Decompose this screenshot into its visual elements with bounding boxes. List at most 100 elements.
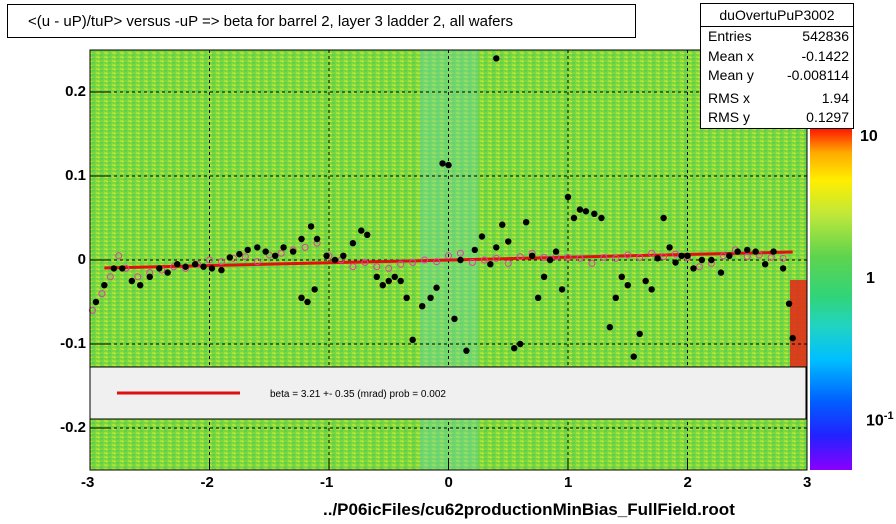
red-open-point (695, 263, 703, 271)
stats-key: RMS y (708, 109, 750, 125)
black-point (636, 330, 643, 338)
black-point (666, 244, 673, 251)
black-point (457, 256, 464, 264)
x-tick-label: 0 (444, 474, 453, 491)
red-open-point (492, 254, 500, 262)
black-point (208, 265, 216, 272)
stats-key: Mean y (708, 67, 754, 83)
black-point (200, 263, 207, 270)
black-point (298, 294, 305, 301)
red-open-point (397, 260, 405, 268)
x-tick-label: 1 (564, 474, 573, 491)
black-point (391, 273, 398, 280)
black-point (272, 252, 279, 259)
black-point (110, 265, 118, 272)
black-point (403, 294, 410, 301)
red-open-point (88, 306, 96, 314)
black-point (690, 265, 697, 272)
red-open-point (241, 253, 249, 261)
black-point (726, 252, 733, 259)
red-open-point (115, 252, 123, 260)
page-title: <(u - uP)/tuP> versus -uP => beta for ba… (28, 13, 513, 30)
black-point (678, 252, 685, 259)
red-open-point (743, 253, 751, 261)
red-open-point (600, 253, 608, 261)
black-point (558, 286, 566, 293)
colorbar (810, 125, 852, 470)
red-open-point (361, 259, 369, 267)
title-box: <(u - uP)/tuP> versus -uP => beta for ba… (7, 4, 636, 38)
red-open-point (624, 251, 632, 259)
red-open-point (373, 263, 381, 271)
red-open-point (217, 258, 225, 266)
black-point (445, 161, 452, 169)
black-point (717, 269, 725, 276)
colorbar-label: 10 (860, 128, 878, 145)
colorbar-label-exp: -1 (883, 410, 894, 422)
black-point (289, 248, 297, 255)
black-point (779, 265, 787, 272)
black-point (612, 294, 619, 301)
black-point (164, 269, 171, 276)
red-open-point (98, 290, 106, 298)
black-point (409, 336, 416, 343)
black-point (191, 261, 199, 268)
black-point (785, 300, 793, 307)
black-point (618, 273, 625, 280)
black-point (478, 233, 486, 240)
black-point (101, 282, 108, 289)
y-tick-label: -0.1 (60, 335, 86, 352)
colorbar-label: 10-1 (866, 410, 894, 430)
red-open-point (409, 259, 417, 267)
legend-text: beta = 3.21 +- 0.35 (mrad) prob = 0.002 (270, 389, 446, 400)
fit-line (104, 250, 793, 270)
black-point (397, 277, 404, 285)
stats-row: RMS y 0.1297 (701, 109, 853, 129)
black-point (598, 214, 605, 222)
black-point (672, 259, 679, 266)
x-tick-label: 3 (803, 474, 812, 491)
black-point (606, 324, 614, 331)
red-open-point (106, 273, 114, 281)
x-tick-label: -2 (200, 474, 214, 491)
black-point (552, 248, 560, 255)
black-point (624, 282, 631, 289)
axis-ticks (89, 91, 808, 470)
black-point (280, 244, 287, 251)
stats-key: Mean x (708, 48, 754, 64)
black-point (244, 246, 251, 254)
stats-row: Mean y -0.008114 (701, 67, 853, 87)
stats-value: 542836 (802, 28, 849, 44)
black-point (517, 340, 524, 348)
black-point (340, 252, 347, 259)
black-point (546, 256, 554, 264)
black-point (505, 238, 512, 245)
stats-value: -0.008114 (786, 67, 849, 83)
black-point (528, 252, 536, 259)
red-open-point (134, 273, 142, 281)
red-open-point (755, 251, 763, 259)
black-point (119, 265, 126, 272)
black-point (379, 282, 386, 289)
black-point (226, 254, 234, 261)
red-open-point (421, 256, 429, 264)
footer-filename: ../P06icFiles/cu62productionMinBias_Full… (323, 500, 735, 519)
black-point (708, 256, 715, 264)
black-point (254, 244, 261, 251)
red-open-point (588, 259, 596, 267)
red-open-point (516, 253, 524, 261)
black-point (471, 246, 478, 254)
black-point (156, 265, 163, 272)
black-point (373, 273, 380, 280)
stats-key: RMS x (708, 90, 750, 106)
black-point (304, 298, 311, 306)
y-tick-label: 0.2 (65, 83, 86, 100)
y-tick-label: -0.2 (60, 419, 86, 436)
stats-row: RMS x 1.94 (701, 90, 853, 110)
black-point (146, 273, 153, 280)
black-point (642, 277, 649, 285)
black-point (511, 345, 518, 352)
black-point (463, 347, 470, 354)
red-open-point (206, 256, 213, 264)
